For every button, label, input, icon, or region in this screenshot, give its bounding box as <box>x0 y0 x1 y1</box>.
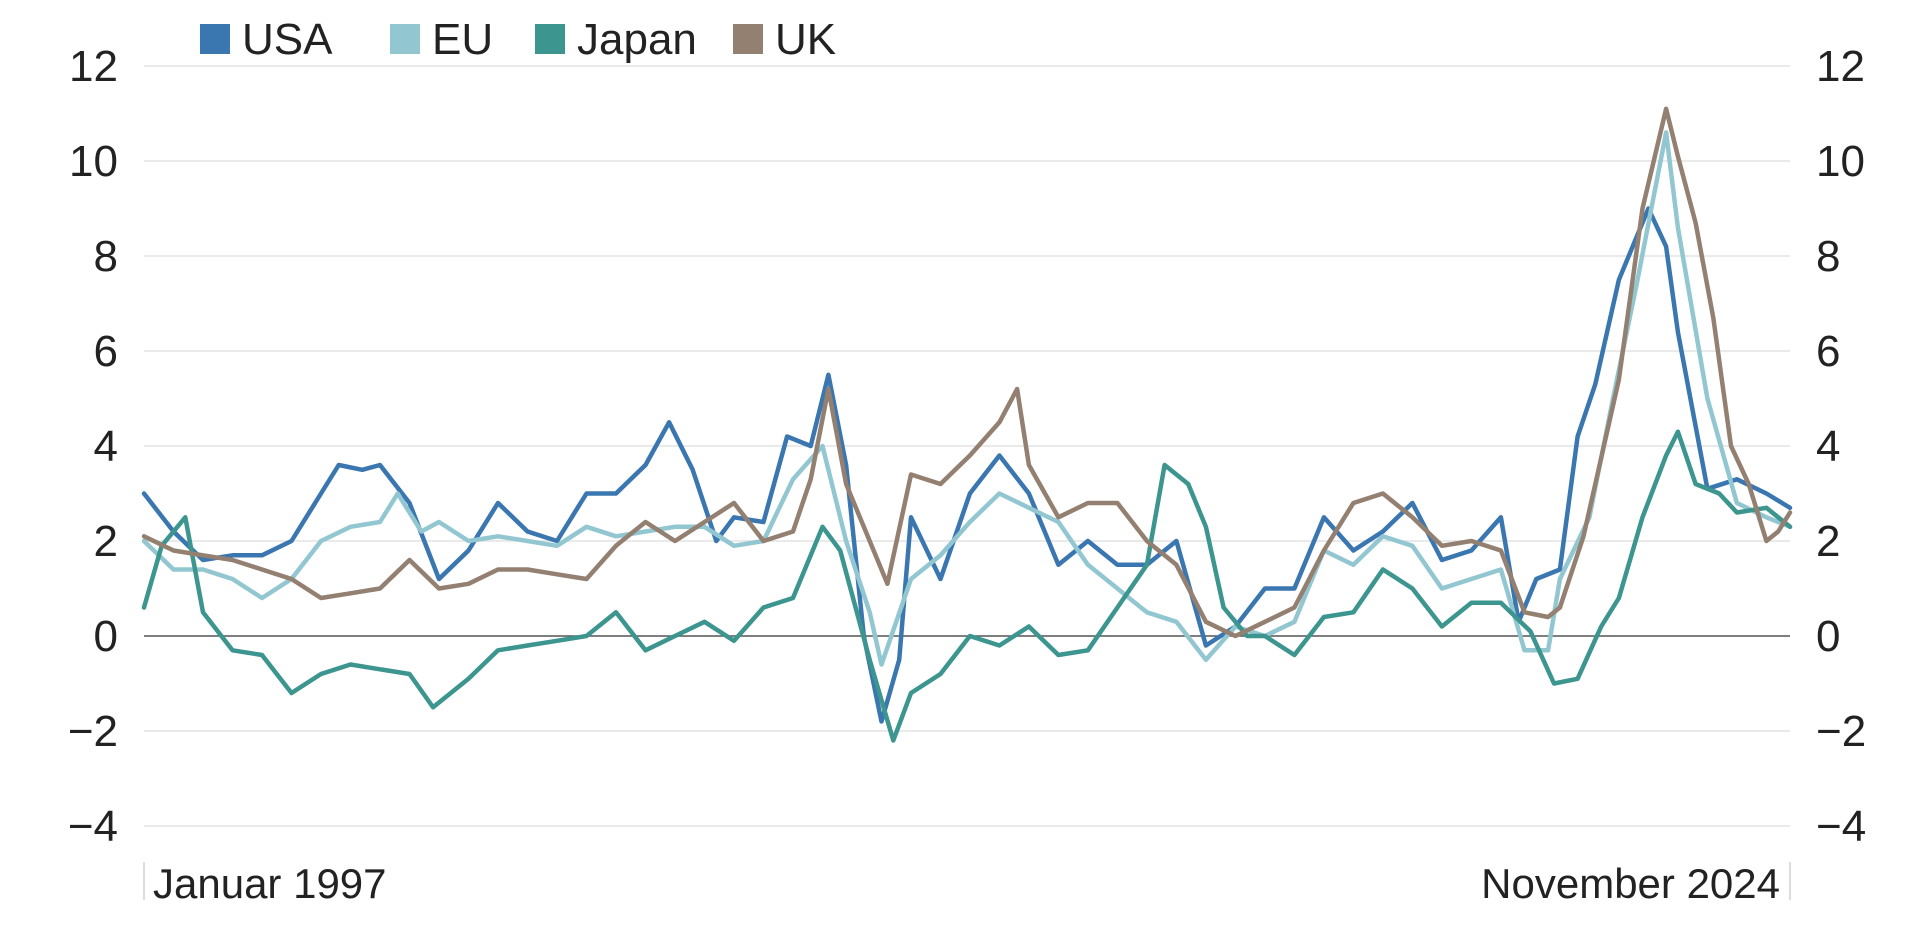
y-tick-label-right: −2 <box>1816 707 1866 756</box>
series-lines <box>141 106 1793 743</box>
series-line-usa <box>141 206 1793 724</box>
right-y-axis: 12 10 8 6 4 2 0 −2 −4 <box>1816 42 1866 851</box>
y-tick-label-right: −4 <box>1816 802 1866 851</box>
y-tick-label-right: 6 <box>1816 327 1840 376</box>
legend-swatch-usa <box>200 24 230 54</box>
y-tick-label-right: 8 <box>1816 232 1840 281</box>
legend-label-uk: UK <box>775 15 836 64</box>
legend-swatch-eu <box>390 24 420 54</box>
y-tick-label-left: 2 <box>94 517 118 566</box>
y-tick-label-left: −4 <box>68 802 118 851</box>
y-tick-label-left: 10 <box>69 137 118 186</box>
y-tick-label-right: 10 <box>1816 137 1865 186</box>
y-tick-label-left: 12 <box>69 42 118 91</box>
legend-swatch-uk <box>733 24 763 54</box>
legend-label-japan: Japan <box>577 15 697 64</box>
y-tick-label-right: 12 <box>1816 42 1865 91</box>
legend-swatch-japan <box>535 24 565 54</box>
x-end-label: November 2024 <box>1481 860 1780 907</box>
x-start-label: Januar 1997 <box>153 860 387 907</box>
legend: USA EU Japan UK <box>200 15 836 64</box>
legend-label-eu: EU <box>432 15 493 64</box>
gridlines <box>144 65 1790 827</box>
y-tick-label-right: 0 <box>1816 612 1840 661</box>
y-tick-label-right: 4 <box>1816 422 1840 471</box>
legend-label-usa: USA <box>242 15 333 64</box>
y-tick-label-left: −2 <box>68 707 118 756</box>
y-tick-label-right: 2 <box>1816 517 1840 566</box>
y-tick-label-left: 6 <box>94 327 118 376</box>
y-tick-label-left: 0 <box>94 612 118 661</box>
series-line-eu <box>141 130 1793 667</box>
series-line-uk <box>141 106 1793 639</box>
y-tick-label-left: 4 <box>94 422 118 471</box>
left-y-axis: 12 10 8 6 4 2 0 −2 −4 <box>68 42 118 851</box>
series-line-japan <box>141 429 1793 743</box>
y-tick-label-left: 8 <box>94 232 118 281</box>
